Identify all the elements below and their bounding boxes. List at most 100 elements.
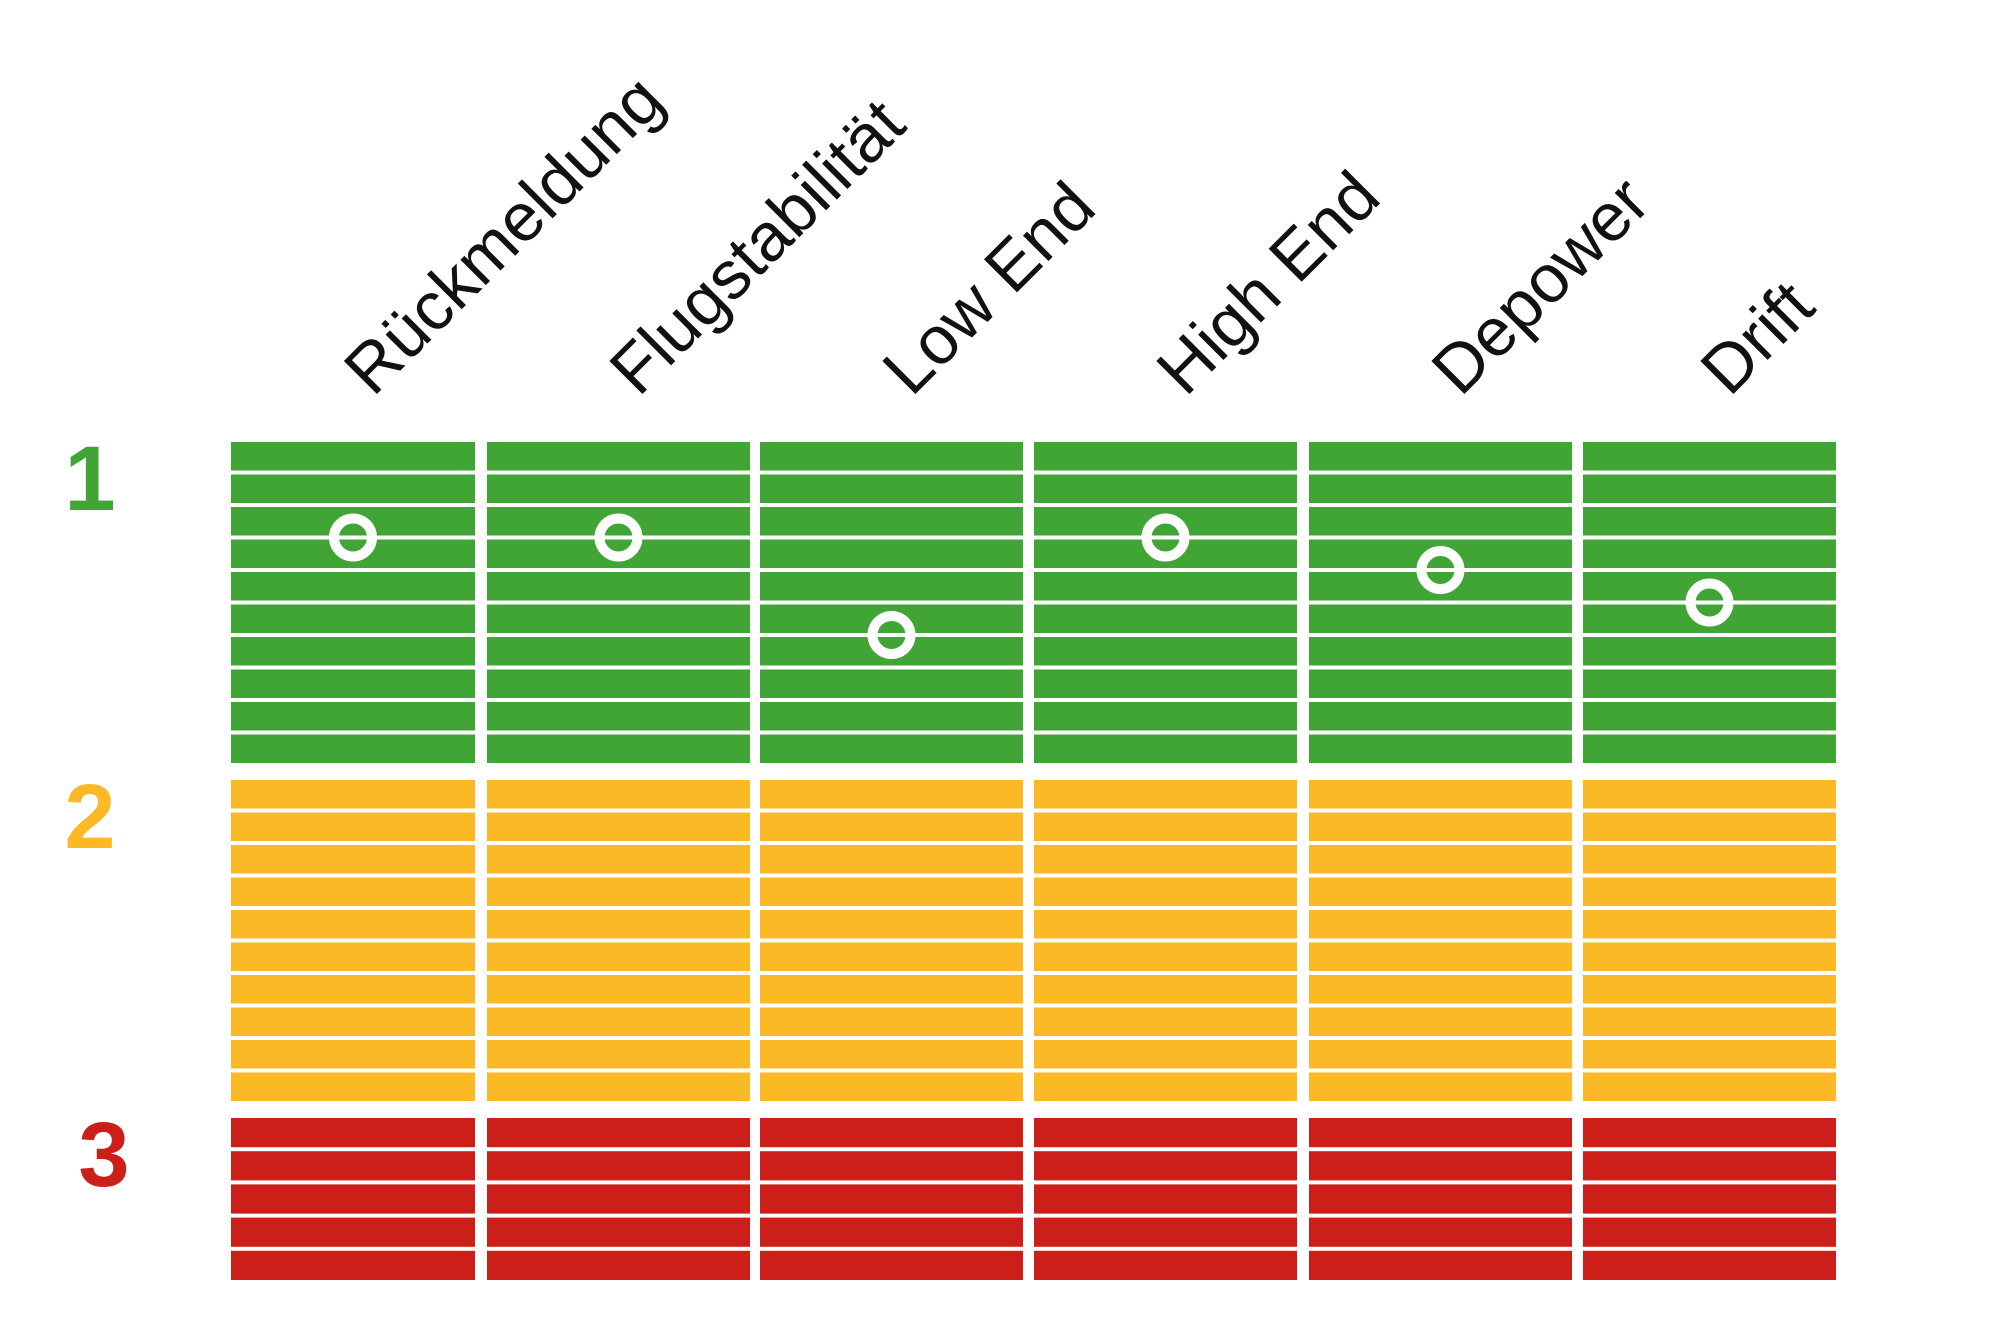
zone-1-stripe (1034, 474, 1297, 503)
zone-2-stripe (1034, 1007, 1297, 1036)
zone-3-cell-3 (1034, 1118, 1297, 1280)
zone-2-stripe (487, 780, 750, 809)
zone-2-stripe (1309, 845, 1572, 874)
rating-marker (329, 513, 377, 562)
zone-2-cell-5 (1583, 780, 1836, 1101)
zone-2-stripe (760, 942, 1023, 971)
zone-3-stripe (1309, 1151, 1572, 1181)
zone-3-stripe (231, 1217, 475, 1247)
column-label: Low End (868, 168, 1109, 409)
zone-3-stripe (1309, 1250, 1572, 1280)
zone-2-stripe (760, 1040, 1023, 1069)
zone-2-stripe (1034, 975, 1297, 1004)
zone-3-stripe (1034, 1118, 1297, 1148)
zone-1-stripe (760, 474, 1023, 503)
zone-3-stripe (760, 1151, 1023, 1181)
zone-label: 1 (64, 428, 115, 530)
zone-2-cell-2 (760, 780, 1023, 1101)
grid-layer (231, 442, 1836, 1280)
zone-2-stripe (1309, 1072, 1572, 1101)
zone-2-stripe (231, 1007, 475, 1036)
zone-3-stripe (1309, 1184, 1572, 1214)
zone-1-stripe (1309, 604, 1572, 633)
zone-2-cell-3 (1034, 780, 1297, 1101)
zone-1-stripe (760, 507, 1023, 536)
zone-2-stripe (231, 1040, 475, 1069)
column-label: Drift (1686, 267, 1828, 409)
zone-label: 3 (78, 1104, 129, 1206)
zone-2-stripe (231, 812, 475, 841)
zone-3-stripe (487, 1184, 750, 1214)
zone-3-stripe (1309, 1118, 1572, 1148)
zone-3-stripe (1583, 1250, 1836, 1280)
zone-1-stripe (1583, 734, 1836, 763)
zone-2-stripe (231, 942, 475, 971)
zone-3-cell-0 (231, 1118, 475, 1280)
zone-1-stripe (1034, 442, 1297, 471)
zone-2-stripe (1034, 812, 1297, 841)
zone-1-cell-1 (487, 442, 750, 763)
zone-1-stripe (1034, 637, 1297, 666)
zone-2-stripe (760, 1072, 1023, 1101)
zone-2-stripe (1309, 942, 1572, 971)
zone-3-stripe (1583, 1118, 1836, 1148)
zone-1-stripe (760, 734, 1023, 763)
zone-2-stripe (487, 1007, 750, 1036)
zone-3-stripe (231, 1151, 475, 1181)
zone-2-stripe (1034, 877, 1297, 906)
zone-3-stripe (760, 1184, 1023, 1214)
zone-2-stripe (487, 975, 750, 1004)
zone-1-stripe (487, 637, 750, 666)
zone-label: 2 (64, 766, 115, 868)
zone-1-stripe (1309, 637, 1572, 666)
rating-marker (1141, 513, 1190, 562)
zone-2-stripe (487, 812, 750, 841)
zone-2-stripe (1583, 845, 1836, 874)
zone-3-stripe (1034, 1184, 1297, 1214)
zone-1-stripe (760, 702, 1023, 731)
zone-1-stripe (760, 539, 1023, 568)
zone-1-stripe (231, 442, 475, 471)
rating-marker (594, 513, 643, 562)
zone-1-stripe (1583, 507, 1836, 536)
zone-3-stripe (1583, 1151, 1836, 1181)
zone-2-stripe (1583, 877, 1836, 906)
zone-1-stripe (487, 669, 750, 698)
zone-2-stripe (487, 845, 750, 874)
zone-2-stripe (487, 1040, 750, 1069)
zone-3-stripe (1034, 1151, 1297, 1181)
zone-2-stripe (1034, 1040, 1297, 1069)
zone-1-stripe (1583, 637, 1836, 666)
zone-2-stripe (487, 1072, 750, 1101)
zone-2-stripe (1583, 812, 1836, 841)
zone-2-stripe (1034, 780, 1297, 809)
zone-2-stripe (1583, 910, 1836, 939)
zone-1-stripe (487, 572, 750, 601)
zone-1-stripe (1034, 572, 1297, 601)
zone-3-stripe (760, 1118, 1023, 1148)
zone-1-stripe (231, 572, 475, 601)
zone-2-stripe (1034, 845, 1297, 874)
zone-2-stripe (760, 877, 1023, 906)
zone-2-stripe (760, 845, 1023, 874)
zone-1-stripe (1034, 604, 1297, 633)
zone-2-stripe (231, 975, 475, 1004)
zone-3-stripe (487, 1250, 750, 1280)
zone-1-stripe (1309, 507, 1572, 536)
zone-2-stripe (231, 780, 475, 809)
zone-3-cell-4 (1309, 1118, 1572, 1280)
zone-2-cell-4 (1309, 780, 1572, 1101)
zone-2-stripe (1583, 975, 1836, 1004)
zone-1-stripe (1583, 669, 1836, 698)
zone-3-stripe (760, 1250, 1023, 1280)
zone-1-stripe (1583, 702, 1836, 731)
zone-1-cell-5 (1583, 442, 1836, 763)
zone-1-stripe (1034, 702, 1297, 731)
zone-2-stripe (231, 910, 475, 939)
zone-2-stripe (1309, 1007, 1572, 1036)
zone-2-stripe (1309, 975, 1572, 1004)
zone-2-stripe (231, 845, 475, 874)
zone-1-stripe (231, 604, 475, 633)
zone-3-stripe (231, 1250, 475, 1280)
